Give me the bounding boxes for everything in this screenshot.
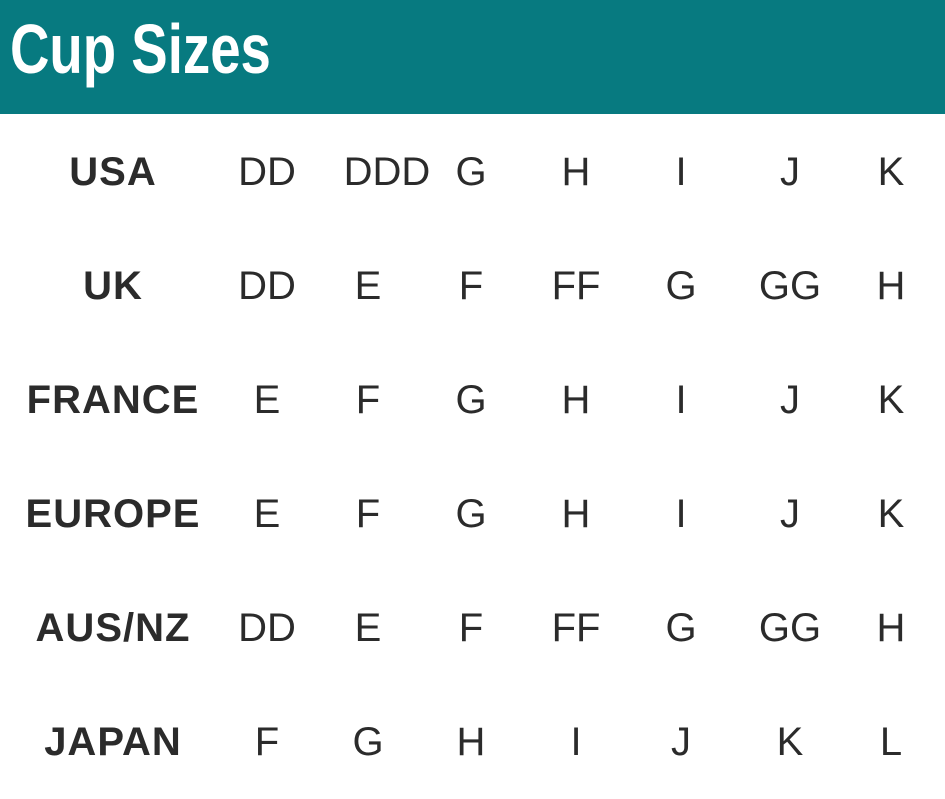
size-cell: G [455, 150, 487, 194]
size-cell: FF [551, 606, 601, 650]
country-label: UK [83, 264, 143, 308]
table-row: EUROPE E F G H I J K [0, 457, 945, 571]
size-cell: G [455, 492, 487, 536]
size-cell: J [780, 150, 800, 194]
size-cell: E [253, 492, 281, 536]
country-label: EUROPE [25, 492, 201, 536]
size-cell: F [355, 378, 381, 422]
size-cell: I [675, 150, 687, 194]
size-cell: DD [238, 264, 296, 308]
table-row: UK DD E F FF G GG H [0, 229, 945, 343]
page-title: Cup Sizes [10, 10, 271, 88]
size-cell: J [780, 492, 800, 536]
size-cell: H [456, 720, 486, 764]
size-cell: G [665, 606, 697, 650]
size-cell: DDD [343, 150, 431, 194]
header-bar: Cup Sizes [0, 0, 945, 114]
size-cell: L [879, 720, 903, 764]
size-cell: I [570, 720, 582, 764]
table-row: USA DD DDD G H I J K [0, 115, 945, 229]
size-cell: J [671, 720, 691, 764]
country-label: AUS/NZ [35, 606, 191, 650]
size-cell: F [254, 720, 280, 764]
size-cell: K [776, 720, 804, 764]
size-cell: H [561, 492, 591, 536]
size-cell: H [561, 378, 591, 422]
size-cell: G [352, 720, 384, 764]
size-cell: F [458, 264, 484, 308]
size-cell: FF [551, 264, 601, 308]
size-cell: GG [758, 264, 822, 308]
size-cell: H [876, 606, 906, 650]
table-row: FRANCE E F G H I J K [0, 343, 945, 457]
size-cell: F [458, 606, 484, 650]
country-label: JAPAN [44, 720, 182, 764]
size-cell: GG [758, 606, 822, 650]
table-row: JAPAN F G H I J K L [0, 685, 945, 799]
size-cell: E [354, 606, 382, 650]
size-cell: DD [238, 606, 296, 650]
size-cell: J [780, 378, 800, 422]
size-cell: K [877, 492, 905, 536]
size-cell: I [675, 378, 687, 422]
size-cell: I [675, 492, 687, 536]
size-cell: H [561, 150, 591, 194]
country-label: USA [69, 150, 157, 194]
size-cell: F [355, 492, 381, 536]
size-cell: K [877, 150, 905, 194]
size-cell: E [354, 264, 382, 308]
size-cell: G [455, 378, 487, 422]
size-cell: DD [238, 150, 296, 194]
country-label: FRANCE [26, 378, 200, 422]
size-cell: G [665, 264, 697, 308]
size-cell: E [253, 378, 281, 422]
table-row: AUS/NZ DD E F FF G GG H [0, 571, 945, 685]
size-cell: K [877, 378, 905, 422]
size-cell: H [876, 264, 906, 308]
